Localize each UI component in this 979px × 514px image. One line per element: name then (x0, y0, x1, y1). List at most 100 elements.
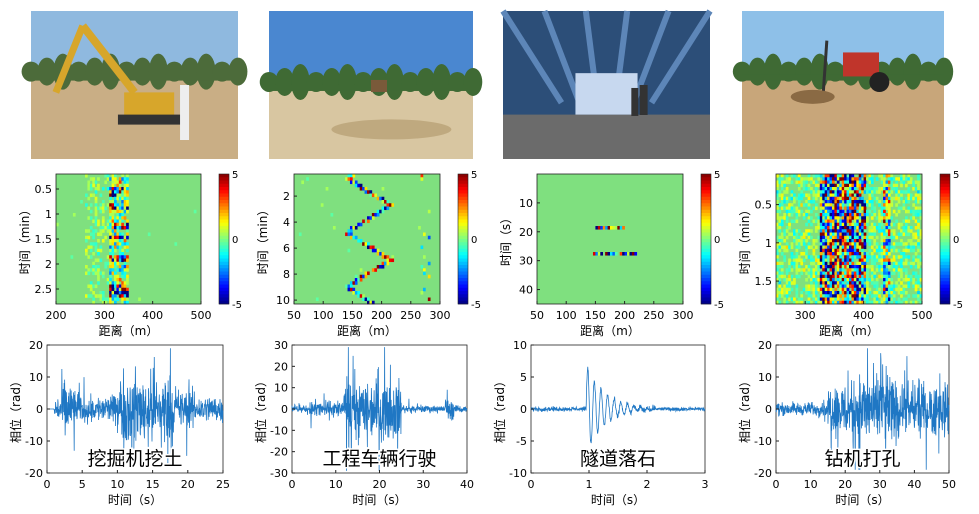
waterfall-cell (785, 291, 789, 295)
waterfall-cell (895, 284, 898, 289)
photo-ground (503, 114, 710, 159)
waterfall-cell (858, 222, 862, 227)
waterfall-cell (853, 226, 857, 230)
waterfall-cell (902, 291, 906, 295)
waterfall-cell (875, 216, 879, 220)
photo-excavator-boom (52, 24, 86, 94)
waterfall-cell (87, 180, 91, 185)
waterfall-cell (839, 174, 842, 178)
waterfall-cell (870, 235, 874, 240)
waterfall-cell (824, 268, 828, 272)
waterfall-cell (814, 271, 818, 276)
waterfall-cell (827, 187, 830, 191)
waterfall-cell (914, 213, 918, 217)
waterfall-cell (887, 278, 891, 282)
colorbar-cell (701, 222, 711, 227)
waterfall-cell (892, 265, 896, 269)
waterfall-cell (89, 232, 93, 237)
waterfall-cell (386, 206, 390, 211)
waterfall-cell (902, 242, 906, 246)
waterfall-cell (371, 213, 375, 217)
waterfall-cell (810, 294, 813, 298)
waterfall-cell (902, 248, 906, 253)
waterfall-cell (364, 187, 368, 191)
waterfall-cell (778, 180, 782, 185)
waterfall-cell (805, 232, 808, 237)
waterfall-cell (851, 239, 855, 243)
waterfall-cell (126, 180, 129, 185)
waterfall-cell (846, 232, 850, 237)
waterfall-cell (824, 255, 828, 259)
waterfall-cell (914, 180, 918, 185)
waterfall-cell (94, 294, 98, 298)
waterfall-cell (856, 281, 860, 285)
colorbar-cell (219, 248, 229, 253)
waterfall-cell (841, 196, 845, 201)
waterfall-cell (374, 248, 378, 253)
waterfall-cell (347, 287, 351, 292)
waterfall-cell (875, 294, 879, 298)
waterfall-cell (849, 232, 852, 237)
waterfall-cell (849, 174, 852, 178)
photo-excavator-arm (79, 23, 138, 95)
waterfall-cell (776, 216, 779, 220)
waterfall-cell (853, 297, 857, 302)
waterfall-cell (827, 287, 830, 292)
waterfall-cell (897, 287, 901, 292)
waterfall-cell (785, 242, 789, 246)
waterfall-cell (94, 196, 98, 201)
waterfall-cell (118, 239, 122, 243)
waterfall-cell (841, 203, 845, 207)
waterfall-cell (800, 193, 804, 198)
waterfall-cell (111, 180, 115, 185)
waterfall-cell (834, 216, 838, 220)
waterfall-cell (381, 196, 385, 201)
waterfall-cell (362, 219, 365, 224)
waterfall-cell (780, 287, 784, 292)
waterfall-cell (126, 232, 129, 237)
waterfall-cell (827, 216, 830, 220)
waterfall-cell (827, 183, 830, 188)
waterfall-cell (917, 226, 920, 230)
waterfall-cell (834, 229, 838, 233)
waterfall-cell (793, 300, 796, 305)
waterfall-cell (788, 287, 791, 292)
waterfall-cell (810, 287, 813, 292)
waterfall-cell (92, 271, 95, 276)
waterfall-cell (907, 278, 911, 282)
waterfall-cell (904, 177, 908, 181)
waterfall-cell (900, 242, 903, 246)
waterfall-cell (904, 274, 908, 279)
waterfall-cell (844, 300, 847, 305)
waterfall-cell (890, 183, 894, 188)
waterfall-cell (121, 287, 124, 292)
waterfall-cell (846, 297, 850, 302)
waterfall-ytick-label: 0.5 (755, 199, 773, 212)
waterfall-cell (422, 271, 426, 276)
colorbar-cell (219, 174, 229, 178)
waterfall-cell (917, 255, 920, 259)
colorbar-cell (458, 187, 468, 191)
photo-tree (228, 57, 248, 86)
waterfall-cell (817, 294, 821, 298)
waterfall-cell (824, 200, 828, 204)
waterfall-cell (836, 291, 840, 295)
waterfall-cell (878, 213, 881, 217)
waterfall-cell (831, 206, 835, 211)
colorbar-cell (940, 242, 950, 246)
trace-caption: 工程车辆行驶 (322, 448, 436, 470)
waterfall-cell (870, 258, 874, 263)
waterfall-cell (807, 203, 811, 207)
waterfall-cell (123, 274, 127, 279)
waterfall-cell (863, 294, 867, 298)
waterfall-xtick-label: 50 (530, 309, 544, 322)
waterfall-cell (873, 294, 877, 298)
waterfall-cell (780, 291, 784, 295)
waterfall-cell (824, 232, 828, 237)
waterfall-cell (111, 268, 115, 272)
waterfall-cell (846, 287, 850, 292)
waterfall-cell (780, 180, 784, 185)
waterfall-cell (909, 274, 913, 279)
trace-ytick-label: 10 (513, 339, 527, 352)
waterfall-cell (844, 200, 847, 204)
